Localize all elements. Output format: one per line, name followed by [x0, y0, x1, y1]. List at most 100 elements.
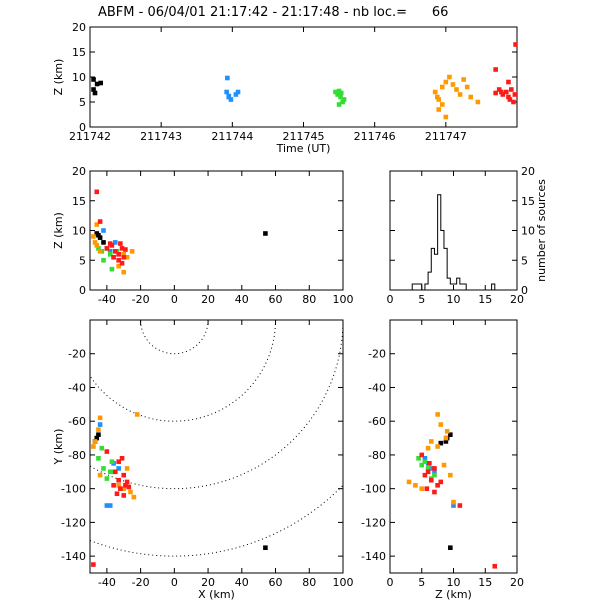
data-point-blue	[235, 89, 241, 95]
data-point-red	[118, 241, 123, 246]
data-point-blue	[432, 469, 437, 475]
data-point-orange	[131, 494, 137, 500]
data-point-black	[97, 235, 103, 240]
data-point-red	[512, 92, 517, 97]
y-tick-label: 20	[72, 165, 86, 178]
y-tick-label: 0	[79, 121, 86, 134]
data-point-red	[506, 94, 511, 100]
data-point-blue	[107, 503, 113, 508]
data-point-orange	[94, 222, 100, 227]
x-tick-label: 60	[269, 293, 283, 306]
y-tick-label: 5	[79, 254, 86, 267]
data-point-blue	[228, 97, 234, 102]
data-point-orange	[129, 249, 135, 254]
data-point-red	[124, 479, 130, 485]
data-point-orange	[447, 74, 452, 80]
x-tick-label: 0	[387, 293, 394, 306]
data-point-black	[448, 432, 453, 437]
data-point-red	[511, 99, 516, 105]
x-tick-label: 20	[510, 293, 524, 306]
data-point-green	[336, 102, 342, 107]
data-point-green	[432, 472, 437, 478]
data-point-orange	[457, 92, 463, 97]
data-point-green	[338, 94, 343, 100]
x-tick-label: 80	[302, 576, 316, 589]
data-point-orange	[444, 429, 450, 434]
data-point-red	[104, 449, 110, 454]
plan-view-x-axis-label: X (km)	[198, 588, 235, 600]
y-tick-label: -40	[68, 381, 86, 394]
y-tick-label: 15	[521, 195, 535, 208]
data-point-red	[419, 452, 425, 458]
data-point-orange	[432, 89, 438, 95]
y-tick-label: 15	[72, 46, 86, 59]
data-point-black	[91, 87, 96, 92]
data-point-red	[438, 479, 444, 485]
data-point-red	[499, 89, 504, 95]
xz-projection-frame	[89, 170, 344, 291]
data-point-orange	[435, 444, 440, 449]
data-point-black	[91, 77, 96, 82]
data-point-blue	[107, 249, 113, 254]
data-point-black	[263, 231, 268, 236]
x-tick-label: 60	[269, 576, 283, 589]
y-tick-label: -80	[368, 449, 386, 462]
x-tick-label: 20	[201, 576, 215, 589]
data-point-blue	[422, 456, 428, 461]
data-point-blue	[101, 228, 106, 233]
y-tick-label: -140	[61, 550, 86, 563]
data-point-black	[96, 432, 101, 437]
x-tick-label: 20	[510, 576, 524, 589]
data-point-red	[121, 254, 127, 260]
data-point-orange	[448, 472, 453, 478]
data-point-green	[107, 252, 113, 257]
data-point-red	[432, 466, 437, 471]
data-point-orange	[450, 82, 456, 87]
x-tick-label: -40	[98, 576, 116, 589]
data-point-orange	[454, 87, 459, 92]
data-point-orange	[441, 462, 447, 468]
data-point-green	[96, 456, 101, 461]
x-tick-label: 15	[478, 293, 492, 306]
data-point-black	[263, 545, 268, 550]
y-tick-label: -60	[368, 415, 386, 428]
data-point-black	[96, 232, 101, 238]
y-tick-label: 5	[79, 96, 86, 109]
xz-projection-panel: -40 -20 0 20 40 60 80 100 0 5 10 15 20 Z (km)	[52, 165, 354, 306]
data-point-green	[101, 466, 106, 471]
data-point-orange	[96, 427, 101, 432]
data-point-blue	[428, 466, 434, 471]
x-tick-label: -40	[98, 293, 116, 306]
data-point-black	[94, 435, 100, 441]
data-point-red	[432, 489, 437, 495]
data-point-green	[101, 257, 106, 263]
data-point-red	[111, 482, 116, 488]
data-point-red	[506, 79, 511, 85]
x-tick-label: 211743	[140, 130, 182, 143]
y-tick-label: -80	[68, 449, 86, 462]
data-point-orange	[97, 249, 103, 254]
x-tick-label: 211745	[283, 130, 325, 143]
data-point-red	[492, 563, 498, 569]
data-point-orange	[121, 486, 127, 491]
data-point-red	[121, 472, 127, 478]
data-point-red	[118, 486, 123, 491]
data-point-orange	[419, 486, 425, 491]
data-point-green	[416, 456, 421, 461]
data-point-green	[335, 92, 340, 97]
y-tick-label: 5	[521, 254, 528, 267]
x-tick-label: -20	[132, 576, 150, 589]
data-point-blue	[97, 422, 103, 427]
data-point-red	[457, 503, 463, 508]
y-tick-label: 0	[521, 284, 528, 297]
data-point-red	[113, 469, 118, 475]
data-point-orange	[92, 439, 98, 444]
histogram-y-axis-label: number of sources	[535, 179, 548, 282]
data-point-orange	[134, 412, 140, 417]
x-tick-label: 0	[387, 576, 394, 589]
y-tick-label: -100	[61, 483, 86, 496]
data-point-red	[435, 482, 440, 488]
data-point-black	[92, 90, 98, 96]
data-point-red	[509, 87, 514, 92]
y-tick-label: 0	[79, 284, 86, 297]
